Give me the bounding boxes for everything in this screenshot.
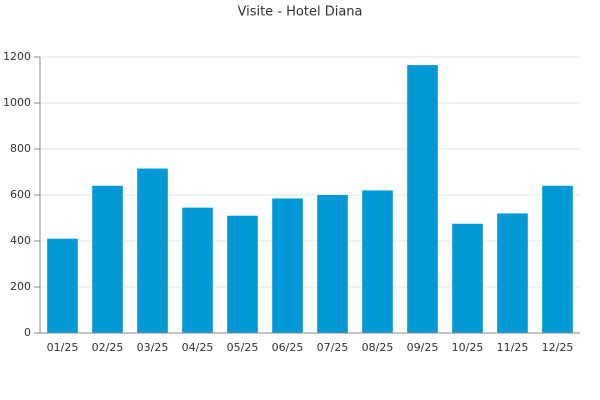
chart-title: Visite - Hotel Diana [237, 5, 362, 20]
x-tick-label: 04/25 [182, 341, 214, 354]
x-tick-label: 09/25 [407, 341, 439, 354]
y-tick-label: 800 [10, 142, 31, 155]
x-tick-label: 08/25 [362, 341, 394, 354]
bar [317, 195, 348, 333]
x-tick-label: 05/25 [227, 341, 259, 354]
y-tick-label: 1000 [3, 96, 31, 109]
x-tick-label: 11/25 [497, 341, 529, 354]
x-tick-label: 10/25 [452, 341, 484, 354]
bar [407, 65, 438, 334]
bar [542, 185, 573, 333]
y-tick-label: 400 [10, 234, 31, 247]
bar [362, 190, 393, 333]
x-tick-label: 02/25 [92, 341, 124, 354]
y-tick-label: 0 [24, 326, 31, 339]
x-tick-label: 06/25 [272, 341, 304, 354]
bar [47, 238, 78, 333]
x-tick-label: 12/25 [542, 341, 574, 354]
y-tick-label: 600 [10, 188, 31, 201]
bar [182, 207, 213, 333]
bar [452, 223, 483, 333]
y-tick-label: 1200 [3, 50, 31, 63]
x-tick-label: 03/25 [137, 341, 169, 354]
y-tick-label: 200 [10, 280, 31, 293]
bar [497, 213, 528, 333]
bar [272, 198, 303, 333]
bar [137, 168, 168, 333]
x-tick-label: 01/25 [47, 341, 79, 354]
x-tick-label: 07/25 [317, 341, 349, 354]
bar [227, 215, 258, 333]
bar [92, 185, 123, 333]
